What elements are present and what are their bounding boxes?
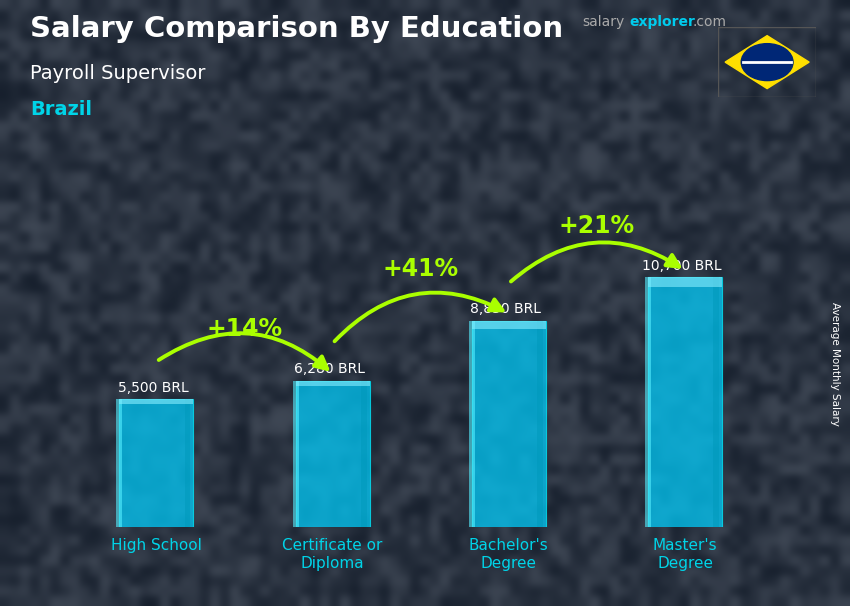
Bar bbox=[116, 399, 122, 527]
Bar bbox=[119, 399, 194, 404]
Text: Salary Comparison By Education: Salary Comparison By Education bbox=[30, 15, 563, 43]
Bar bbox=[537, 321, 543, 527]
Bar bbox=[645, 278, 651, 527]
Text: +21%: +21% bbox=[559, 214, 635, 238]
Circle shape bbox=[741, 44, 793, 81]
Bar bbox=[292, 381, 298, 527]
Text: explorer: explorer bbox=[629, 15, 694, 29]
Bar bbox=[713, 278, 719, 527]
Bar bbox=[360, 381, 366, 527]
Text: 5,500 BRL: 5,500 BRL bbox=[117, 381, 188, 395]
Polygon shape bbox=[725, 36, 809, 88]
Bar bbox=[184, 399, 190, 527]
Text: +14%: +14% bbox=[207, 318, 282, 341]
Bar bbox=[472, 321, 546, 329]
Text: 10,700 BRL: 10,700 BRL bbox=[642, 259, 722, 273]
Bar bbox=[119, 399, 194, 527]
Bar bbox=[648, 278, 722, 287]
Bar bbox=[296, 381, 370, 387]
Text: .com: .com bbox=[693, 15, 727, 29]
Bar bbox=[469, 321, 475, 527]
Text: 6,280 BRL: 6,280 BRL bbox=[293, 362, 365, 376]
Text: Brazil: Brazil bbox=[30, 100, 92, 119]
Text: salary: salary bbox=[582, 15, 625, 29]
Text: 8,850 BRL: 8,850 BRL bbox=[470, 302, 541, 316]
Text: Average Monthly Salary: Average Monthly Salary bbox=[830, 302, 840, 425]
Bar bbox=[648, 278, 722, 527]
Bar bbox=[472, 321, 546, 527]
Text: +41%: +41% bbox=[382, 258, 459, 281]
Bar bbox=[296, 381, 370, 527]
Text: Payroll Supervisor: Payroll Supervisor bbox=[30, 64, 205, 82]
